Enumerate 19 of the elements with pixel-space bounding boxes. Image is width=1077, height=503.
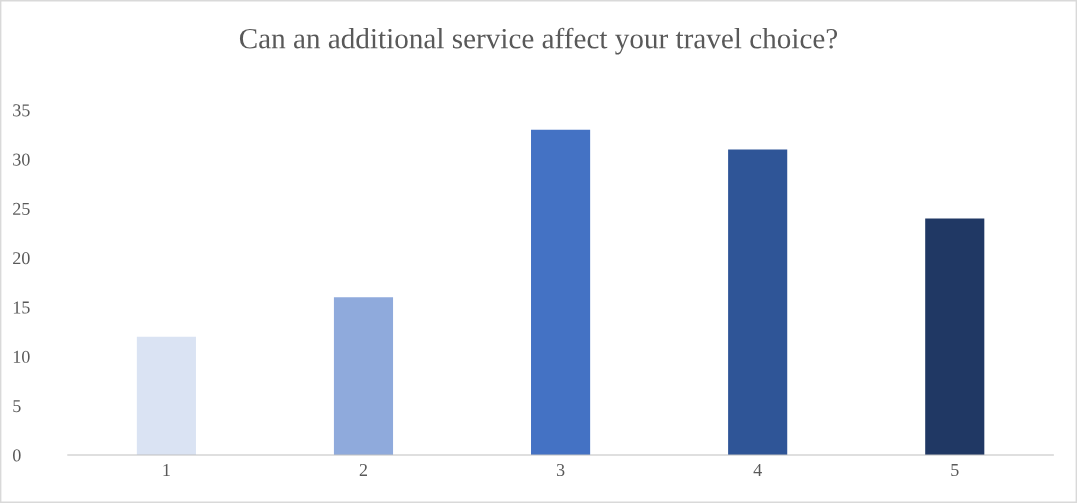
x-tick-label: 1: [163, 463, 170, 476]
bar: [333, 297, 394, 456]
x-tick-label: 4: [753, 463, 762, 476]
bar: [136, 336, 196, 456]
y-tick-label: 35: [13, 104, 30, 117]
x-tick-label: 2: [359, 463, 368, 476]
y-tick-label: 20: [13, 252, 30, 265]
y-tick-label: 0: [12, 449, 21, 462]
chart-title: Can an additional service affect your travel choice?: [239, 27, 838, 55]
y-tick-label: 10: [13, 350, 30, 363]
x-tick-label: 3: [556, 463, 565, 477]
bar: [925, 218, 985, 456]
y-tick-label: 5: [13, 400, 21, 413]
y-tick-label: 30: [13, 153, 30, 166]
bar: [531, 129, 591, 456]
y-tick-label: 25: [13, 202, 30, 215]
x-tick-label: 5: [951, 464, 959, 477]
bar: [728, 149, 788, 456]
y-tick-label: 15: [13, 301, 30, 314]
